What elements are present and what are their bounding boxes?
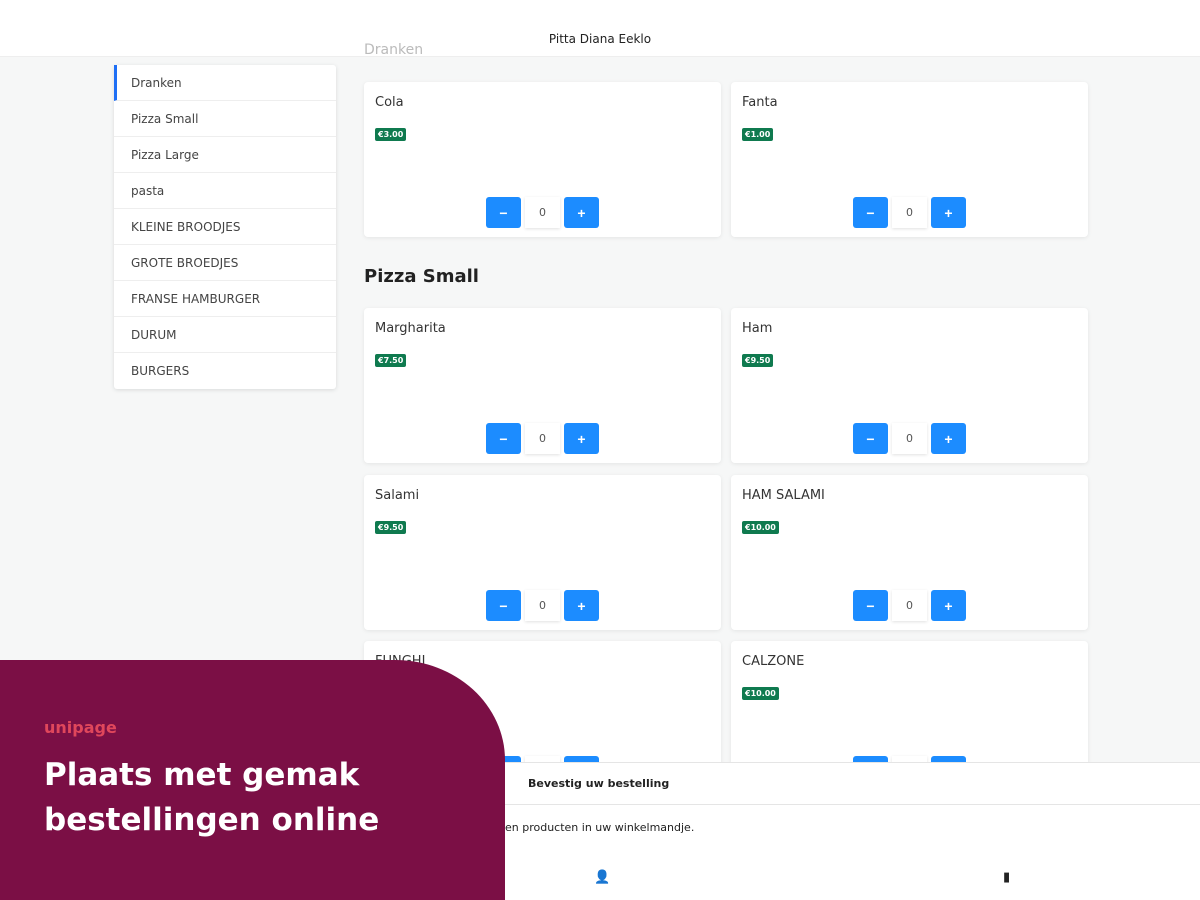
tagline-line: bestellingen online xyxy=(44,802,380,838)
quantity-stepper: −0+ xyxy=(853,197,966,228)
price-badge: €10.00 xyxy=(742,521,779,534)
increase-button[interactable]: + xyxy=(564,197,599,228)
sidebar-item-dranken[interactable]: Dranken xyxy=(114,65,336,101)
quantity-value[interactable]: 0 xyxy=(892,197,927,228)
product-name: Salami xyxy=(375,488,420,503)
decrease-button[interactable]: − xyxy=(853,197,888,228)
brand-logo: unipage xyxy=(44,718,117,737)
price-badge: €3.00 xyxy=(375,128,407,141)
quantity-stepper: −0+ xyxy=(486,197,599,228)
increase-button[interactable]: + xyxy=(931,197,966,228)
increase-button[interactable]: + xyxy=(931,590,966,621)
quantity-value[interactable]: 0 xyxy=(525,197,560,228)
price-badge: €1.00 xyxy=(742,128,774,141)
product-name: CALZONE xyxy=(742,654,805,669)
user-icon[interactable]: 👤 xyxy=(594,870,611,885)
price-badge: €7.50 xyxy=(375,354,407,367)
price-badge: €9.50 xyxy=(742,354,774,367)
decrease-button[interactable]: − xyxy=(486,197,521,228)
confirm-order-title[interactable]: Bevestig uw bestelling xyxy=(505,763,1200,805)
sidebar-item-pizza-small[interactable]: Pizza Small xyxy=(114,101,336,137)
product-card: Ham €9.50 −0 + xyxy=(731,308,1088,463)
product-name: Fanta xyxy=(742,95,778,110)
decrease-button[interactable]: − xyxy=(486,590,521,621)
sidebar-item-durum[interactable]: DURUM xyxy=(114,317,336,353)
quantity-value[interactable]: 0 xyxy=(525,590,560,621)
promo-tagline: Plaats met gemak bestellingen online xyxy=(44,753,379,843)
sidebar-item-franse-hamburger[interactable]: FRANSE HAMBURGER xyxy=(114,281,336,317)
quantity-stepper: −0+ xyxy=(853,423,966,454)
decrease-button[interactable]: − xyxy=(853,423,888,454)
price-badge: €9.50 xyxy=(375,521,407,534)
sidebar-item-kleine-broodjes[interactable]: KLEINE BROODJES xyxy=(114,209,336,245)
section-title: Dranken xyxy=(364,42,424,58)
product-card: Fanta €1.00 −0 + xyxy=(731,82,1088,237)
increase-button[interactable]: + xyxy=(564,423,599,454)
quantity-stepper: −0+ xyxy=(486,590,599,621)
quantity-value[interactable]: 0 xyxy=(525,423,560,454)
product-card: Margharita €7.50 −0 + xyxy=(364,308,721,463)
product-name: Cola xyxy=(375,95,404,110)
cart-message: en producten in uw winkelmandje. xyxy=(505,821,695,834)
quantity-stepper: −0+ xyxy=(853,590,966,621)
sidebar-item-grote-broedjes[interactable]: GROTE BROEDJES xyxy=(114,245,336,281)
section-title: Pizza Small xyxy=(364,266,479,287)
sidebar-item-pasta[interactable]: pasta xyxy=(114,173,336,209)
sidebar-item-pizza-large[interactable]: Pizza Large xyxy=(114,137,336,173)
product-card: HAM SALAMI €10.00 −0 + xyxy=(731,475,1088,630)
product-name: Ham xyxy=(742,321,773,336)
quantity-value[interactable]: 0 xyxy=(892,423,927,454)
decrease-button[interactable]: − xyxy=(853,590,888,621)
tagline-line: Plaats met gemak xyxy=(44,757,360,793)
category-sidebar: Dranken Pizza Small Pizza Large pasta KL… xyxy=(114,65,336,389)
bottom-nav: 👤 ▮ xyxy=(505,850,1200,900)
product-card: Cola €3.00 −0 + xyxy=(364,82,721,237)
product-name: Margharita xyxy=(375,321,446,336)
promo-banner: unipage Plaats met gemak bestellingen onl… xyxy=(0,660,505,900)
product-name: HAM SALAMI xyxy=(742,488,825,503)
decrease-button[interactable]: − xyxy=(486,423,521,454)
receipt-icon[interactable]: ▮ xyxy=(1003,870,1011,885)
product-card: Salami €9.50 −0 + xyxy=(364,475,721,630)
quantity-value[interactable]: 0 xyxy=(892,590,927,621)
price-badge: €10.00 xyxy=(742,687,779,700)
confirm-order-panel: Bevestig uw bestelling en producten in u… xyxy=(505,762,1200,850)
page-title: Pitta Diana Eeklo xyxy=(548,32,652,46)
app-header: Pitta Diana Eeklo xyxy=(0,0,1200,57)
quantity-stepper: −0+ xyxy=(486,423,599,454)
increase-button[interactable]: + xyxy=(931,423,966,454)
sidebar-item-burgers: BURGERS xyxy=(131,364,190,378)
increase-button[interactable]: + xyxy=(564,590,599,621)
